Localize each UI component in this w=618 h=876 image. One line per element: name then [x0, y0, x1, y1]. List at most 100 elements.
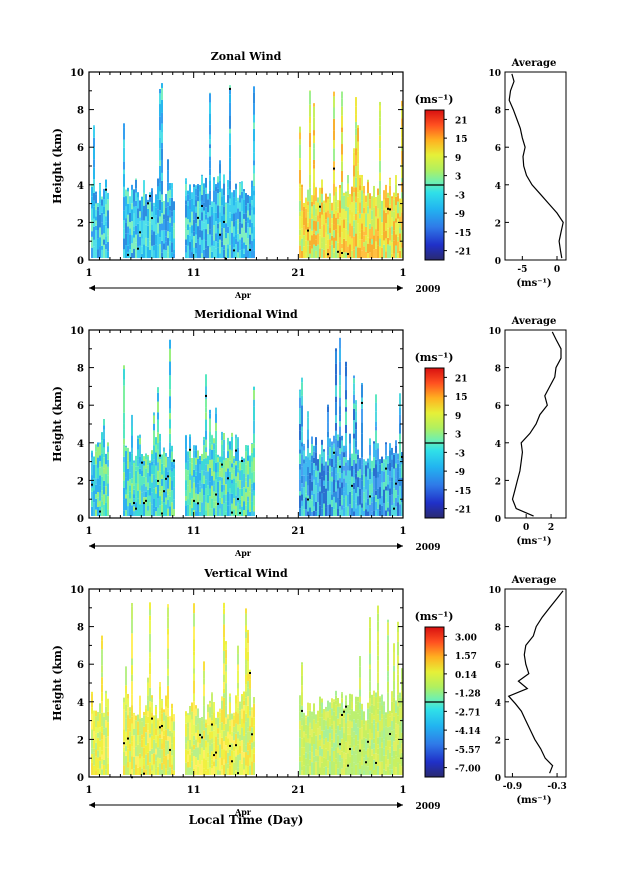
- heatmap-cell: [227, 501, 229, 506]
- heatmap-cell: [215, 736, 217, 749]
- heatmap-cell: [369, 640, 371, 654]
- heatmap-cell: [149, 196, 151, 202]
- heatmap-cell: [135, 720, 137, 729]
- heatmap-field: [91, 337, 403, 516]
- heatmap-cell: [367, 253, 369, 258]
- heatmap-cell: [191, 233, 193, 240]
- heatmap-cell: [187, 201, 189, 207]
- heatmap-cell: [313, 164, 315, 169]
- heatmap-cell: [219, 723, 221, 734]
- heatmap-cell: [161, 240, 163, 253]
- heatmap-cell: [299, 746, 301, 757]
- heatmap-cell: [125, 206, 127, 219]
- heatmap-cell: [359, 477, 361, 489]
- heatmap-cell: [165, 504, 167, 516]
- heatmap-cell: [215, 221, 217, 234]
- heatmap-cell: [367, 733, 369, 741]
- heatmap-cell: [131, 243, 133, 253]
- heatmap-cell: [185, 469, 187, 481]
- heatmap-cell: [345, 361, 347, 367]
- heatmap-cell: [201, 212, 203, 221]
- heatmap-cell: [189, 755, 191, 768]
- heatmap-cell: [345, 711, 347, 724]
- heatmap-cell: [233, 719, 235, 727]
- heatmap-cell: [171, 471, 173, 481]
- heatmap-cell: [381, 761, 383, 775]
- heatmap-cell: [387, 652, 389, 666]
- heatmap-cell: [241, 223, 243, 228]
- heatmap-cell: [377, 498, 379, 509]
- heatmap-cell: [309, 132, 311, 141]
- heatmap-cell: [105, 179, 107, 188]
- heatmap-cell: [299, 187, 301, 201]
- heatmap-cell: [95, 733, 97, 743]
- heatmap-cell: [253, 195, 255, 208]
- heatmap-cell: [307, 467, 309, 476]
- heatmap-marker: [239, 512, 241, 515]
- heatmap-cell: [363, 207, 365, 213]
- heatmap-cell: [233, 221, 235, 227]
- heatmap-cell: [233, 458, 235, 464]
- average-y-tick-label: 10: [488, 586, 501, 596]
- heatmap-cell: [253, 734, 255, 742]
- panel-title: Vertical Wind: [203, 567, 288, 580]
- heatmap-cell: [95, 494, 97, 499]
- heatmap-cell: [349, 756, 351, 764]
- heatmap-cell: [211, 235, 213, 246]
- heatmap-cell: [299, 200, 301, 212]
- heatmap-cell: [99, 768, 101, 775]
- heatmap-cell: [379, 737, 381, 748]
- heatmap-cell: [103, 457, 105, 464]
- heatmap-cell: [251, 443, 253, 445]
- heatmap-cell: [195, 725, 197, 733]
- heatmap-cell: [363, 737, 365, 749]
- heatmap-cell: [231, 483, 233, 494]
- heatmap-cell: [153, 726, 155, 740]
- heatmap-cell: [125, 498, 127, 511]
- heatmap-cell: [355, 121, 357, 129]
- heatmap-cell: [151, 482, 153, 493]
- year-label: 2009: [415, 285, 440, 295]
- heatmap-cell: [139, 221, 141, 233]
- heatmap-cell: [161, 172, 163, 181]
- heatmap-cell: [191, 463, 193, 476]
- heatmap-cell: [335, 704, 337, 716]
- heatmap-cell: [307, 417, 309, 430]
- heatmap-cell: [375, 501, 377, 511]
- heatmap-cell: [137, 498, 139, 511]
- heatmap-cell: [301, 446, 303, 455]
- heatmap-cell: [307, 201, 309, 206]
- heatmap-cell: [329, 458, 331, 466]
- heatmap-marker: [359, 749, 361, 752]
- heatmap-cell: [141, 246, 143, 254]
- heatmap-cell: [191, 711, 193, 720]
- heatmap-cell: [343, 470, 345, 479]
- heatmap-cell: [91, 487, 93, 492]
- heatmap-cell: [377, 631, 379, 641]
- heatmap-marker: [193, 499, 195, 502]
- heatmap-marker: [189, 448, 191, 451]
- heatmap-cell: [99, 190, 101, 204]
- heatmap-cell: [303, 450, 305, 460]
- heatmap-cell: [317, 202, 319, 216]
- heatmap-cell: [353, 459, 355, 470]
- heatmap-cell: [219, 716, 221, 724]
- heatmap-cell: [191, 733, 193, 747]
- heatmap-cell: [331, 244, 333, 258]
- heatmap-cell: [229, 128, 231, 134]
- heatmap-cell: [171, 252, 173, 258]
- heatmap-cell: [359, 177, 361, 186]
- heatmap-cell: [301, 228, 303, 239]
- heatmap-cell: [353, 176, 355, 188]
- heatmap-cell: [371, 471, 373, 484]
- heatmap-cell: [103, 188, 105, 190]
- heatmap-cell: [249, 227, 251, 235]
- heatmap-cell: [379, 110, 381, 118]
- heatmap-cell: [123, 429, 125, 439]
- heatmap-cell: [167, 648, 169, 660]
- heatmap-cell: [301, 454, 303, 467]
- heatmap-cell: [341, 488, 343, 496]
- heatmap-cell: [137, 459, 139, 467]
- heatmap-cell: [187, 713, 189, 715]
